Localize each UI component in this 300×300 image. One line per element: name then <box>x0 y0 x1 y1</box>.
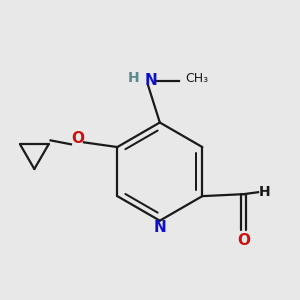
Text: N: N <box>153 220 166 235</box>
Text: H: H <box>127 71 139 85</box>
Text: H: H <box>259 185 271 199</box>
Text: O: O <box>72 131 85 146</box>
Text: N: N <box>145 73 158 88</box>
Text: CH₃: CH₃ <box>185 72 208 85</box>
Text: O: O <box>237 233 250 248</box>
